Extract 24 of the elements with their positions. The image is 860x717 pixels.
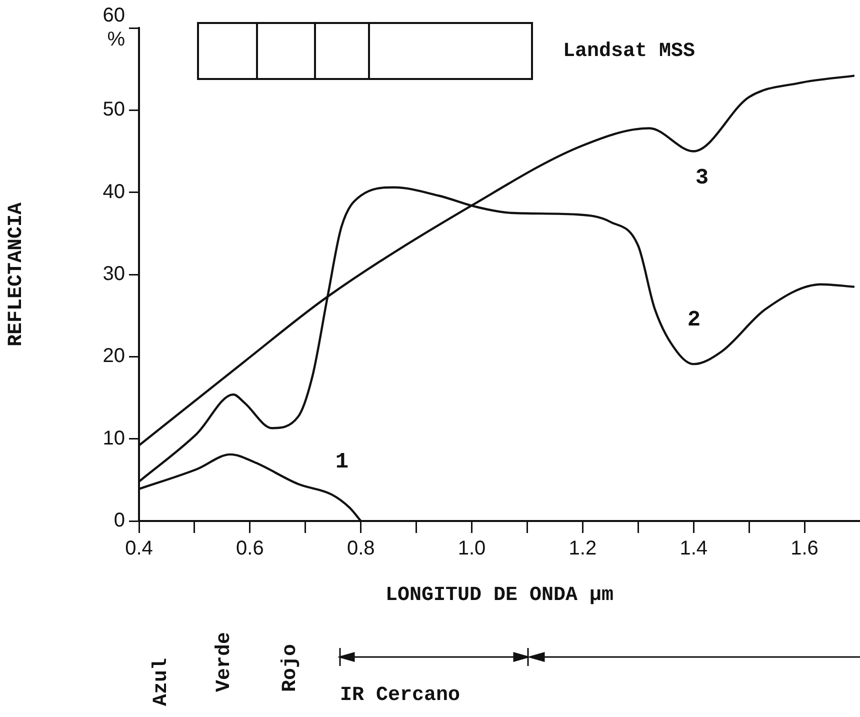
y-tick-label: 10 (102, 427, 125, 450)
series-label: 3 (695, 166, 709, 191)
y-tick-label: 60 % (102, 4, 126, 51)
annotation: Landsat MSS (563, 40, 696, 63)
x-tick-label: 1.4 (680, 538, 708, 560)
series-label: 1 (335, 450, 349, 475)
x-tick-label: 1.6 (790, 538, 818, 560)
x-tick-label: 0.8 (346, 538, 375, 560)
text: IR Cercano (340, 684, 460, 707)
y-tick-label: 30 (102, 263, 125, 286)
y-tick-label: 0 (114, 510, 125, 532)
text: Verde (213, 632, 236, 692)
x-tick-label: 1.0 (458, 538, 486, 560)
y-tick-label: 20 (102, 345, 125, 368)
x-tick-label: 0.4 (125, 538, 153, 560)
series-label: 2 (687, 308, 701, 333)
text: Azul (150, 658, 173, 706)
x-tick-label: 1.2 (568, 538, 597, 560)
x-axis-title: LONGITUD DE ONDA µm (385, 584, 614, 608)
y-axis-title: REFLECTANCIA (5, 202, 28, 347)
y-tick-label: 50 (102, 98, 125, 121)
x-tick-label: 0.6 (236, 538, 264, 560)
y-tick-label: 40 (102, 180, 125, 203)
text: Rojo (279, 644, 302, 692)
